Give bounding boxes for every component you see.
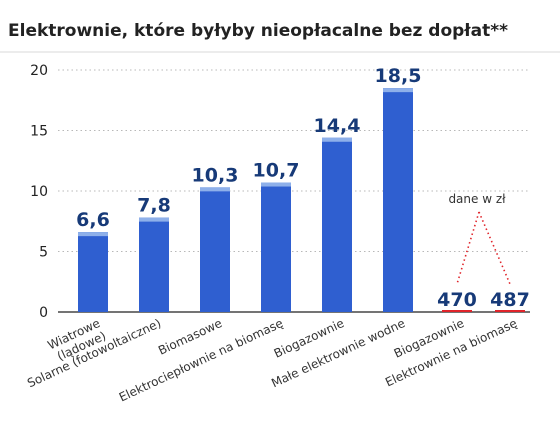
y-tick-label: 0 [39, 305, 48, 321]
bar-top-highlight [383, 88, 413, 93]
bar-top-highlight [261, 182, 291, 187]
bar [442, 310, 472, 312]
data-label: 470 [437, 289, 477, 311]
data-label: 18,5 [375, 65, 422, 87]
annotation-note: dane w zł [448, 192, 506, 206]
bar-top-highlight [200, 187, 230, 192]
y-tick-label: 10 [30, 184, 48, 200]
chart-title: Elektrownie, które byłyby nieopłacalne b… [8, 21, 508, 41]
bar [261, 182, 291, 312]
bar [200, 187, 230, 312]
bar [139, 217, 169, 312]
data-label: 14,4 [314, 115, 361, 137]
bar [495, 310, 525, 312]
bar-top-highlight [139, 217, 169, 222]
bar [78, 232, 108, 312]
bar [383, 88, 413, 313]
bar-top-highlight [78, 232, 108, 237]
y-tick-label: 15 [30, 124, 48, 140]
data-label: 6,6 [76, 209, 110, 231]
y-tick-label: 20 [30, 63, 48, 79]
data-label: 487 [490, 289, 530, 311]
bar-top-highlight [322, 137, 352, 142]
bar [322, 137, 352, 312]
data-label: 7,8 [137, 195, 171, 217]
y-tick-label: 5 [39, 245, 48, 261]
data-label: 10,7 [253, 160, 300, 182]
data-label: 10,3 [192, 164, 239, 186]
bars-layer [78, 88, 413, 313]
